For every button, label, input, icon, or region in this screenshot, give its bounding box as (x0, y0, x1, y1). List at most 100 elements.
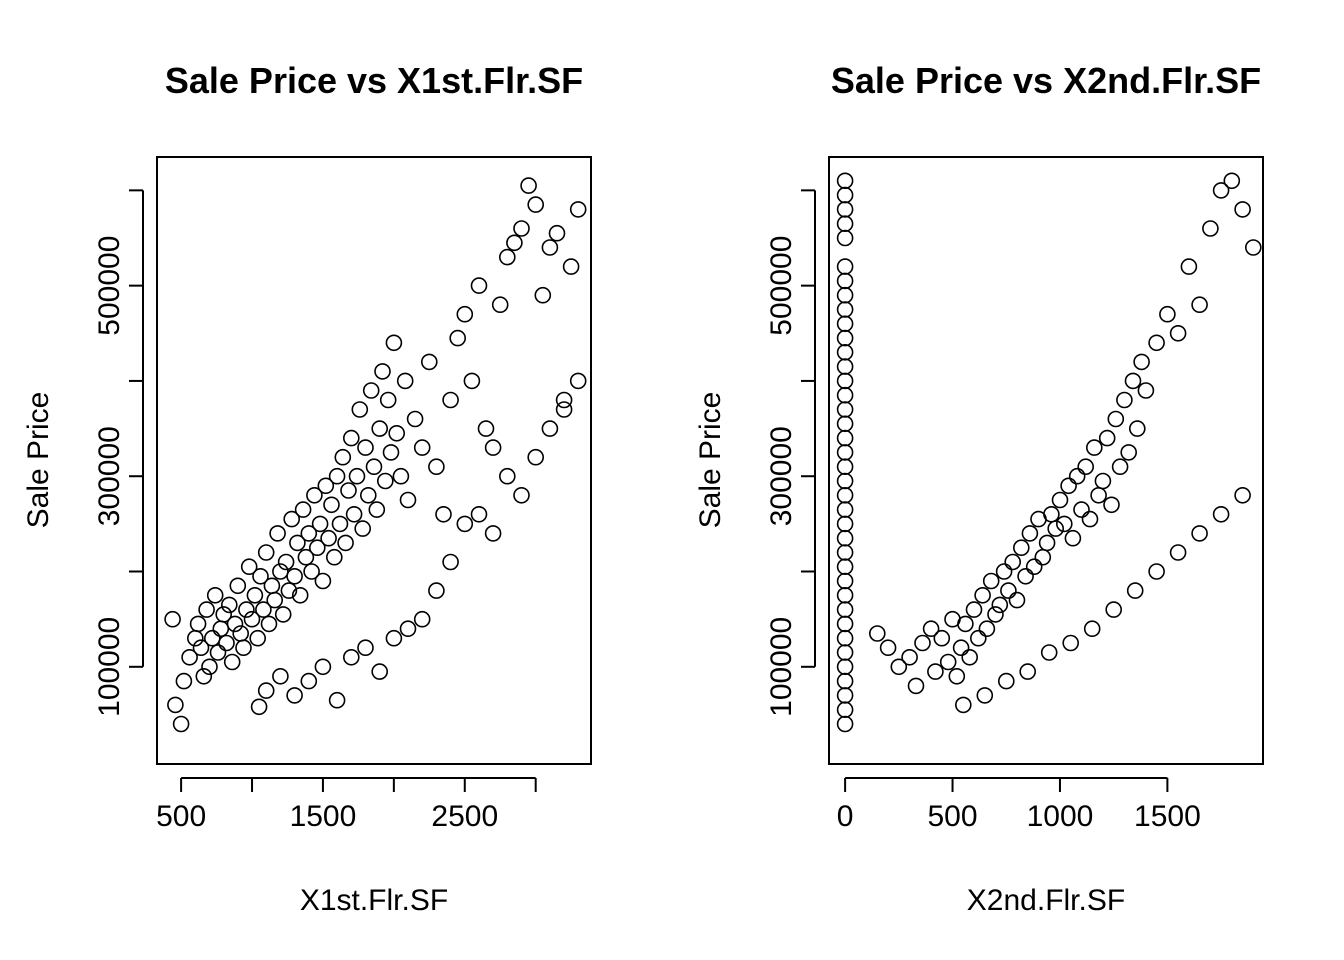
right-x-axis: 0 500 1000 1500 (837, 777, 1201, 833)
left-data-point (371, 663, 389, 680)
left-data-point (297, 548, 315, 566)
right-data-point (836, 315, 854, 333)
left-data-point (223, 653, 241, 671)
left-data-point (368, 501, 386, 518)
left-data-point (342, 648, 360, 666)
left-data-point (382, 444, 400, 461)
left-data-point (240, 558, 258, 576)
left-data-point (456, 305, 474, 323)
left-data-point (396, 372, 414, 390)
right-y-axis-label: Sale Price (694, 392, 727, 529)
right-data-point (1169, 324, 1187, 342)
left-data-point (527, 196, 545, 213)
left-data-point (392, 467, 410, 485)
left-y-tick-label: 500000 (93, 236, 126, 336)
left-data-point (351, 401, 369, 418)
right-data-point (1124, 372, 1142, 390)
left-data-point (569, 201, 587, 218)
right-data-point (1103, 496, 1120, 514)
right-data-point (907, 677, 925, 695)
left-data-point (218, 634, 235, 652)
right-data-point (836, 329, 854, 347)
left-data-point (371, 420, 389, 437)
right-data-point (1133, 353, 1150, 371)
left-data-point (477, 420, 495, 437)
left-data-point (204, 629, 221, 647)
right-data-point (1004, 553, 1022, 571)
left-data-point (354, 520, 372, 537)
right-data-point (997, 672, 1015, 690)
left-data-point (175, 672, 193, 690)
right-data-point (1180, 258, 1198, 275)
right-data-point (836, 558, 854, 576)
right-data-point (1169, 544, 1187, 561)
left-data-point (399, 620, 417, 638)
right-data-point (879, 639, 897, 657)
right-data-point (987, 606, 1004, 623)
right-y-axis: 100000 300000 500000 (765, 189, 816, 717)
left-points (164, 177, 587, 733)
right-data-point (1148, 334, 1165, 352)
right-data-point (868, 625, 886, 642)
left-x-axis-label: X1st.Flr.SF (300, 884, 448, 917)
right-data-point (976, 687, 994, 704)
right-data-point (1212, 505, 1230, 523)
left-data-point (463, 372, 481, 390)
left-data-point (337, 534, 354, 552)
right-data-point (1040, 644, 1058, 661)
left-plot-frame (156, 156, 592, 765)
left-data-point (252, 567, 269, 585)
left-data-point (428, 458, 445, 476)
right-data-point (1126, 582, 1144, 599)
right-data-point (995, 563, 1013, 580)
left-data-point (534, 286, 552, 304)
left-data-point (498, 248, 516, 266)
right-data-point (836, 358, 854, 375)
left-data-point (359, 486, 377, 504)
left-data-point (513, 220, 530, 237)
left-data-point (345, 505, 363, 523)
right-y-tick-label: 500000 (765, 236, 798, 336)
left-data-point (286, 567, 303, 585)
left-x-tick-label: 1500 (290, 800, 357, 833)
right-data-point (836, 544, 854, 561)
left-data-point (195, 667, 213, 685)
right-data-point (1019, 663, 1036, 680)
right-data-point (836, 429, 854, 447)
left-data-point (325, 548, 343, 566)
left-data-point (385, 629, 403, 647)
right-data-point (952, 639, 970, 657)
left-data-point (314, 658, 332, 676)
left-chart-title: Sale Price vs X1st.Flr.SF (165, 60, 583, 101)
left-data-point (277, 553, 295, 571)
left-data-point (555, 391, 573, 409)
right-data-point (961, 648, 979, 666)
left-data-point (249, 629, 267, 647)
left-data-point (192, 639, 210, 657)
left-data-point (442, 391, 459, 409)
right-data-point (836, 472, 854, 490)
right-y-tick-label: 100000 (765, 617, 798, 717)
left-data-point (385, 334, 403, 352)
left-data-point (306, 486, 323, 504)
right-data-point (1148, 563, 1165, 580)
left-data-point (555, 401, 573, 418)
left-x-tick-label: 500 (156, 800, 206, 833)
right-data-point (1094, 472, 1112, 490)
left-data-point (562, 258, 580, 275)
right-chart-title: Sale Price vs X2nd.Flr.SF (831, 60, 1261, 101)
left-data-point (513, 486, 530, 504)
left-data-point (255, 601, 272, 618)
right-data-point (1008, 591, 1026, 609)
right-data-point (836, 586, 854, 604)
right-data-point (1120, 444, 1137, 461)
right-data-point (1202, 220, 1219, 237)
left-data-point (541, 420, 559, 437)
right-data-point (836, 286, 854, 304)
right-data-point (836, 486, 854, 504)
right-data-point (1062, 634, 1079, 652)
left-data-point (201, 658, 218, 676)
right-data-point (836, 658, 854, 676)
right-data-point (991, 596, 1009, 614)
left-data-point (167, 696, 184, 714)
